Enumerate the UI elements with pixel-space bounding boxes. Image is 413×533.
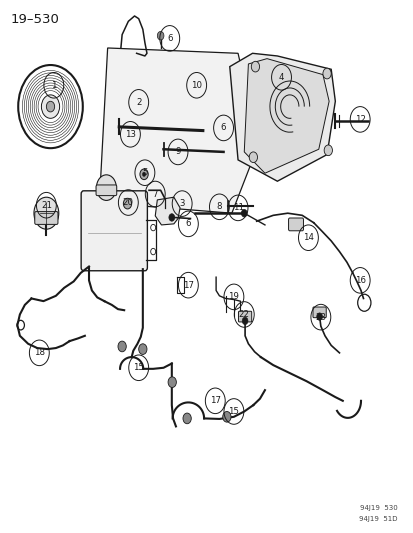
Circle shape [169, 214, 174, 221]
Text: 4: 4 [278, 73, 284, 82]
FancyBboxPatch shape [96, 185, 116, 196]
Polygon shape [244, 59, 328, 173]
Text: 94J19  530: 94J19 530 [359, 505, 396, 511]
Text: 14: 14 [302, 233, 313, 242]
Circle shape [249, 152, 257, 163]
FancyBboxPatch shape [81, 191, 147, 271]
Circle shape [41, 95, 59, 118]
Text: 19: 19 [228, 293, 239, 301]
Circle shape [142, 172, 145, 176]
FancyBboxPatch shape [312, 307, 325, 318]
FancyBboxPatch shape [35, 212, 58, 224]
FancyBboxPatch shape [288, 218, 303, 231]
Text: 8: 8 [216, 203, 222, 211]
Polygon shape [155, 197, 180, 225]
Circle shape [323, 145, 332, 156]
FancyBboxPatch shape [238, 311, 251, 322]
Circle shape [46, 101, 55, 112]
Text: 13: 13 [125, 130, 135, 139]
Text: 94J19  51D: 94J19 51D [358, 516, 396, 522]
Text: 9: 9 [175, 148, 180, 156]
Text: 22: 22 [238, 310, 249, 319]
Text: 19–530: 19–530 [10, 13, 59, 26]
Text: 12: 12 [354, 115, 365, 124]
Circle shape [322, 68, 330, 79]
Text: 7: 7 [152, 190, 158, 198]
Text: 23: 23 [315, 313, 325, 321]
Text: 15: 15 [228, 407, 239, 416]
Circle shape [138, 344, 147, 354]
Circle shape [140, 169, 148, 180]
Text: 21: 21 [41, 201, 52, 209]
Text: 17: 17 [209, 397, 220, 405]
Text: 2: 2 [135, 98, 141, 107]
Circle shape [316, 313, 322, 320]
Text: 6: 6 [166, 34, 172, 43]
Circle shape [123, 198, 131, 209]
Circle shape [96, 175, 116, 200]
Text: 18: 18 [34, 349, 45, 357]
Text: 3: 3 [179, 199, 185, 208]
Text: 11: 11 [232, 204, 243, 212]
Text: 16: 16 [354, 276, 365, 285]
Text: 10: 10 [191, 81, 202, 90]
Text: 1: 1 [51, 81, 57, 90]
Text: 6: 6 [220, 124, 226, 132]
Text: 15: 15 [133, 364, 144, 372]
Circle shape [241, 209, 247, 217]
Polygon shape [99, 48, 258, 213]
Circle shape [222, 411, 230, 422]
Text: 17: 17 [183, 281, 193, 289]
Circle shape [183, 413, 191, 424]
Circle shape [168, 377, 176, 387]
Text: 6: 6 [185, 220, 191, 228]
Text: 20: 20 [123, 198, 133, 207]
Circle shape [251, 61, 259, 72]
Circle shape [118, 341, 126, 352]
Polygon shape [229, 53, 335, 181]
Circle shape [34, 197, 59, 229]
Text: 5: 5 [142, 168, 147, 177]
Circle shape [157, 31, 164, 40]
Circle shape [242, 317, 247, 325]
